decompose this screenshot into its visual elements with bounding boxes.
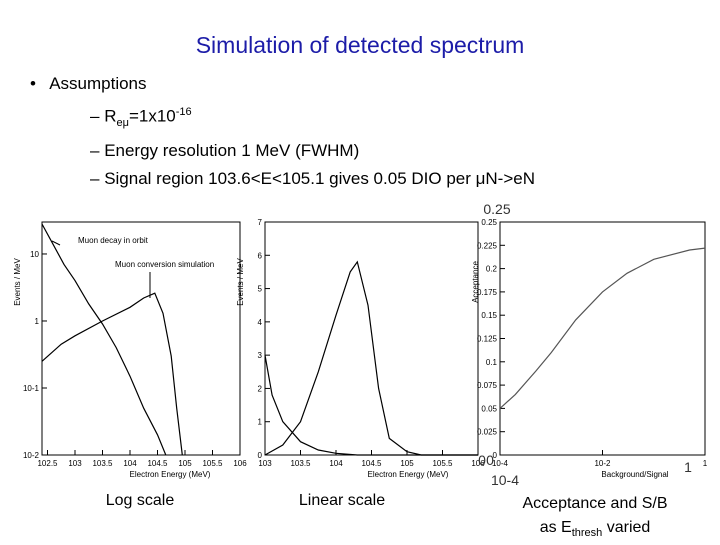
bullet: • Assumptions — [30, 74, 147, 93]
series-line — [264, 354, 478, 456]
item: – Reμ=1x10-16 — [90, 106, 192, 130]
y-tick-label: 0.225 — [477, 241, 498, 250]
x-tick-label: 105.5 — [202, 459, 223, 468]
y-tick-label: 1 — [258, 418, 263, 427]
y-axis-label: Acceptance — [471, 261, 480, 303]
y-tick-label: 10-2 — [23, 451, 40, 460]
plot-frame — [41, 221, 241, 456]
y-tick-label: 10 — [30, 250, 39, 259]
annotation: Muon decay in orbit — [78, 236, 149, 245]
caption-line: as Ethresh varied — [490, 516, 700, 545]
y-tick-label: 0.05 — [481, 404, 497, 413]
x-tick-label: 104.5 — [361, 459, 382, 468]
x-tick-label: 102.5 — [37, 459, 58, 468]
x-tick-label: 106 — [233, 459, 247, 468]
caption-line: Acceptance and S/B — [490, 492, 700, 516]
text-part: -16 — [175, 106, 192, 118]
x-tick-label: 103 — [258, 459, 272, 468]
y-tick-label: 1 — [35, 317, 40, 326]
overlay-label: 1 — [684, 459, 692, 475]
y-tick-label: 0 — [493, 451, 498, 460]
annotation-arrow — [51, 240, 61, 246]
x-axis-label: Electron Energy (MeV) — [368, 470, 449, 479]
y-tick-label: 6 — [258, 251, 263, 260]
x-axis-label: Background/Signal — [601, 470, 668, 479]
text-part: Acceptance and S/B — [522, 495, 668, 512]
overlay-label: 0 — [486, 452, 494, 468]
y-tick-label: 0.15 — [481, 311, 497, 320]
y-tick-label: 10-1 — [23, 384, 40, 393]
x-tick-label: 106 — [471, 459, 485, 468]
text-part: Energy resolution 1 MeV (FWHM) — [104, 141, 360, 161]
plot-frame — [264, 221, 479, 456]
y-tick-label: 0.1 — [486, 358, 498, 367]
x-tick-label: 103.5 — [290, 459, 311, 468]
y-tick-label: 0.175 — [477, 288, 498, 297]
y-tick-label: 0.25 — [481, 218, 497, 227]
series-line — [499, 247, 706, 409]
bullet-text: Assumptions — [49, 74, 147, 93]
item-list: – Reμ=1x10-16 – Energy resolution 1 MeV (… — [30, 98, 535, 193]
text-part: R — [104, 106, 117, 126]
overlay-label: 0 — [478, 452, 486, 468]
y-tick-label: 0 — [258, 451, 263, 460]
text-part: Signal region 103.6<E<105.1 gives 0.05 D… — [104, 169, 535, 189]
slide-title: Simulation of detected spectrum — [195, 32, 525, 58]
text-part: thresh — [571, 527, 603, 540]
x-tick-label: 104.5 — [147, 459, 168, 468]
x-tick-label: 105 — [400, 459, 414, 468]
x-tick-label: 103.5 — [92, 459, 113, 468]
item: – Energy resolution 1 MeV (FWHM) — [90, 141, 360, 161]
x-tick-label: 105 — [178, 459, 192, 468]
series-line — [41, 223, 167, 456]
y-tick-label: 0.025 — [477, 428, 498, 437]
x-tick-label: 105.5 — [432, 459, 453, 468]
x-tick-label: 10-4 — [492, 459, 509, 468]
caption: Linear scale — [298, 492, 386, 509]
x-axis-label: Electron Energy (MeV) — [130, 470, 211, 479]
x-tick-label: 103 — [68, 459, 82, 468]
overlay-label: 0.25 — [483, 201, 510, 217]
caption: Acceptance and S/B as Ethresh varied — [490, 492, 700, 545]
y-tick-label: 7 — [258, 218, 263, 227]
x-tick-label: 10-2 — [594, 459, 611, 468]
overlay-label: 10-4 — [491, 472, 519, 488]
x-tick-label: 104 — [329, 459, 343, 468]
y-tick-label: 0.125 — [477, 335, 498, 344]
y-tick-label: 5 — [258, 285, 263, 294]
y-axis-label: Events / MeV — [13, 258, 22, 306]
text-part: varied — [602, 519, 651, 536]
y-tick-label: 4 — [258, 318, 263, 327]
text-part: as E — [539, 519, 572, 536]
plot-frame — [499, 221, 706, 456]
series-line — [264, 260, 478, 456]
bullets: • Assumptions – Reμ=1x10-16 – Energy reso… — [30, 70, 535, 193]
annotation: Muon conversion simulation — [115, 260, 214, 269]
caption: Log scale — [105, 492, 175, 509]
item: – Signal region 103.6<E<105.1 gives 0.05… — [90, 169, 535, 189]
y-axis-label: Events / MeV — [236, 258, 245, 306]
series-line — [41, 292, 183, 456]
y-tick-label: 3 — [258, 351, 263, 360]
text-part: =1x10 — [128, 106, 176, 126]
x-tick-label: 1 — [703, 459, 708, 468]
text-part: eμ — [116, 117, 129, 130]
x-tick-label: 104 — [123, 459, 137, 468]
y-tick-label: 0.2 — [486, 265, 498, 274]
y-tick-label: 0.075 — [477, 381, 498, 390]
y-tick-label: 2 — [258, 384, 263, 393]
